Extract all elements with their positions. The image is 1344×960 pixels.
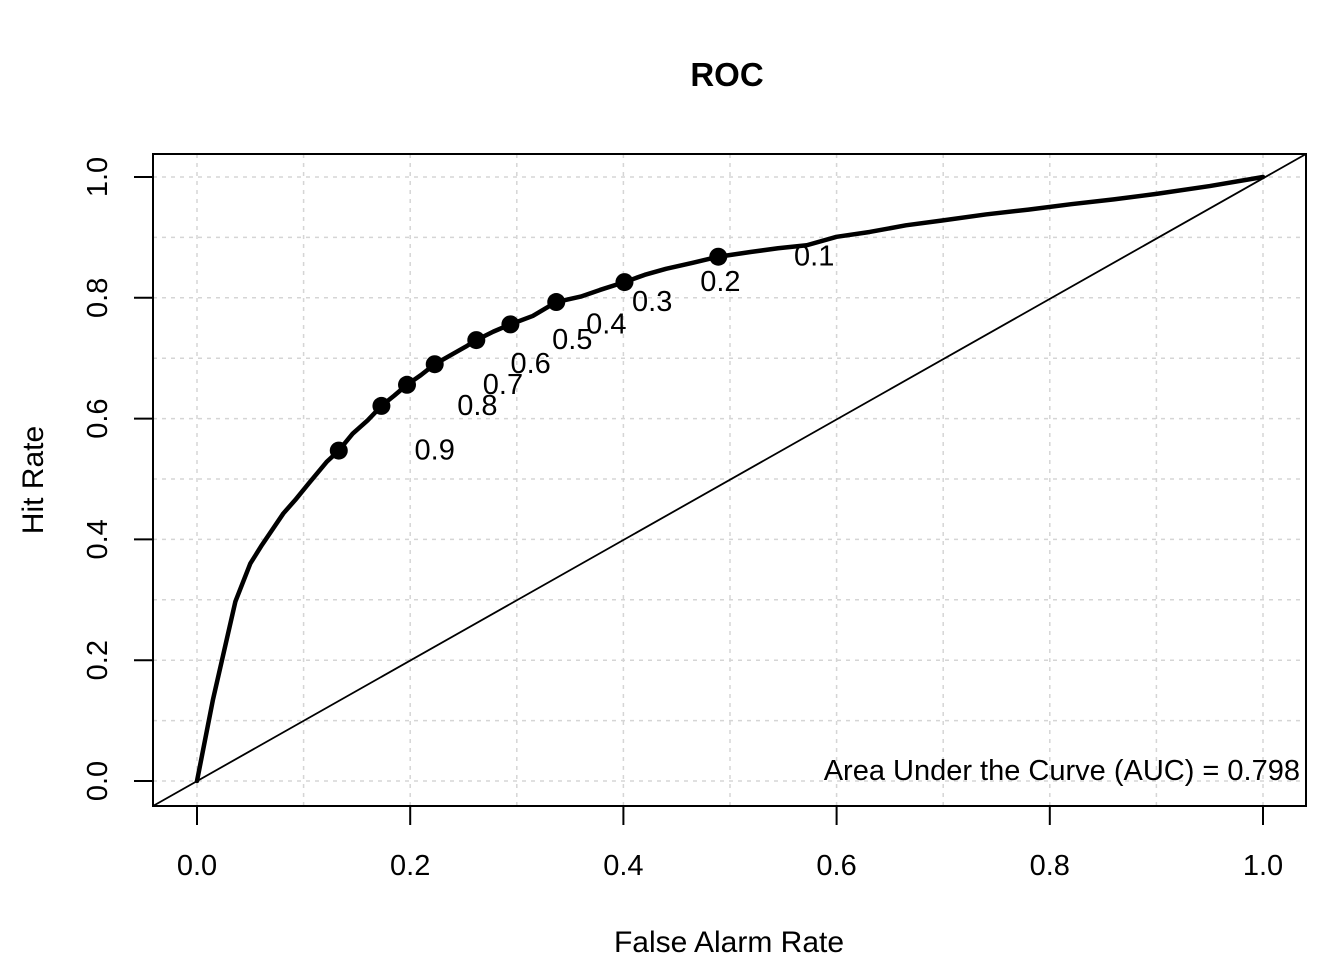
threshold-label: 0.7 (483, 369, 523, 401)
chance-diagonal-line (152, 153, 1307, 807)
threshold-label: 0.6 (510, 348, 550, 380)
threshold-label: 0.2 (700, 266, 740, 298)
plot-box (152, 153, 1307, 807)
threshold-points-layer: 0.90.80.70.60.50.40.3 0.2 0.1 (329, 241, 834, 467)
threshold-dot (615, 273, 634, 292)
auc-annotation: Area Under the Curve (AUC) = 0.798 (824, 755, 1300, 787)
x-tick-label: 0.2 (390, 850, 430, 882)
x-tick-label: 0.6 (816, 850, 856, 882)
y-tick-label: 0.4 (82, 519, 114, 559)
y-axis-title: Hit Rate (17, 426, 50, 534)
threshold-label: 0.8 (457, 390, 497, 422)
y-tick-label: 0.2 (82, 640, 114, 680)
axis-tick-labels: 0.0 0.2 0.4 0.6 0.8 1.0 0.0 0.2 0.4 0.6 0.8 1.0 (82, 157, 1283, 882)
grid-lines (153, 154, 1306, 806)
threshold-dot (709, 247, 728, 266)
threshold-label: 0.3 (632, 286, 672, 318)
threshold-dot (398, 375, 417, 394)
threshold-label: 0.4 (586, 308, 626, 340)
roc-curve-layer (194, 174, 1266, 784)
threshold-dot (425, 355, 444, 374)
diagonal-reference (152, 153, 1307, 807)
x-axis-title: False Alarm Rate (614, 926, 844, 959)
y-tick-label: 0.0 (82, 761, 114, 801)
threshold-dot (329, 441, 348, 460)
y-tick-label: 1.0 (82, 157, 114, 197)
threshold-dot (467, 331, 486, 350)
threshold-dot (372, 396, 391, 415)
x-tick-label: 1.0 (1243, 850, 1283, 882)
threshold-dot (547, 293, 566, 312)
chart-title: ROC (690, 56, 763, 93)
threshold-label: 0.9 (415, 435, 455, 467)
threshold-label: 0.5 (552, 324, 592, 356)
x-tick-label: 0.8 (1030, 850, 1070, 882)
plot-border (152, 153, 1307, 807)
x-tick-label: 0.0 (177, 850, 217, 882)
axis-ticks (134, 176, 1264, 825)
threshold-label: 0.1 (794, 241, 834, 273)
threshold-dot (501, 315, 520, 334)
y-tick-label: 0.6 (82, 398, 114, 438)
roc-curve (194, 174, 1266, 784)
y-tick-label: 0.8 (82, 278, 114, 318)
x-tick-label: 0.4 (603, 850, 643, 882)
